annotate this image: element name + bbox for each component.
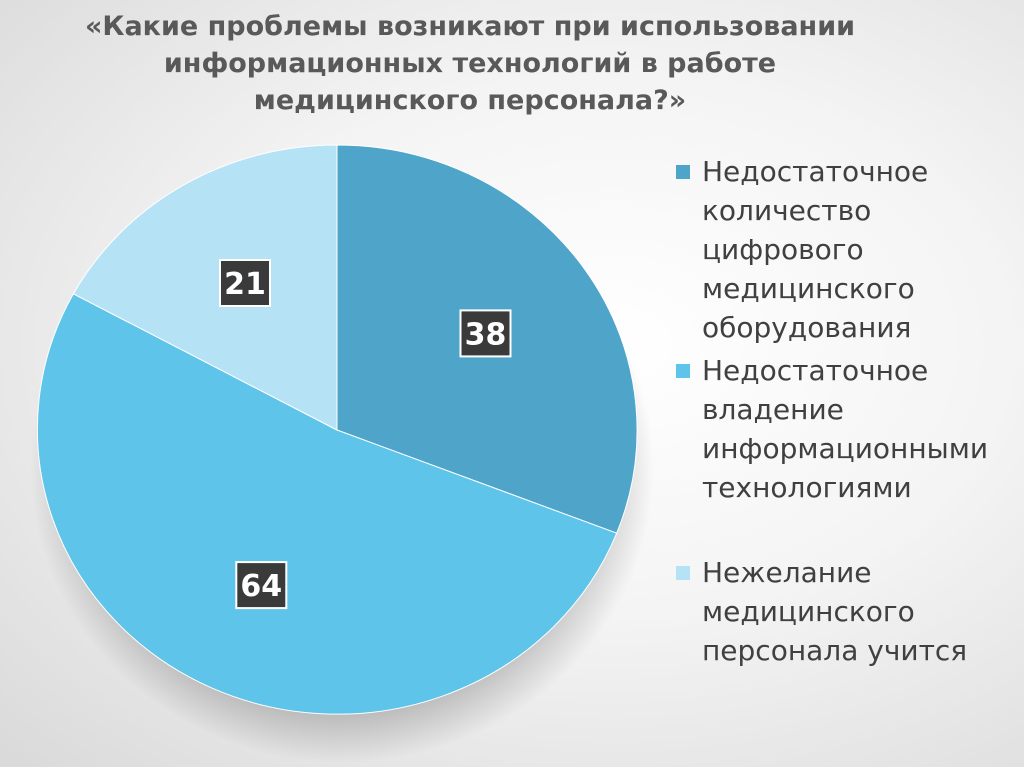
pie-slice [72, 144, 338, 431]
legend-label: Нежелание медицинского персонала учится [702, 556, 968, 667]
data-label: 64 [240, 569, 282, 604]
chart-title: «Какие проблемы возникают при использова… [84, 11, 856, 116]
legend-item: Недостаточное количество цифрового медиц… [676, 152, 1021, 347]
legend-swatch [676, 165, 690, 179]
legend-item: Недостаточное владение информационными т… [676, 351, 1021, 507]
legend-label: Недостаточное количество цифрового медиц… [702, 155, 929, 344]
data-label-box [459, 309, 512, 358]
legend-swatch [676, 566, 690, 580]
data-label: 21 [224, 267, 266, 302]
legend-label: Недостаточное владение информационными т… [702, 354, 989, 504]
legend: Недостаточное количество цифрового медиц… [676, 152, 1021, 670]
pie-slice [36, 293, 618, 715]
legend-swatch [676, 364, 690, 378]
data-label-box [235, 561, 288, 610]
data-label-box [219, 259, 271, 307]
legend-item: Нежелание медицинского персонала учится [676, 553, 1021, 670]
data-label: 38 [465, 317, 507, 352]
